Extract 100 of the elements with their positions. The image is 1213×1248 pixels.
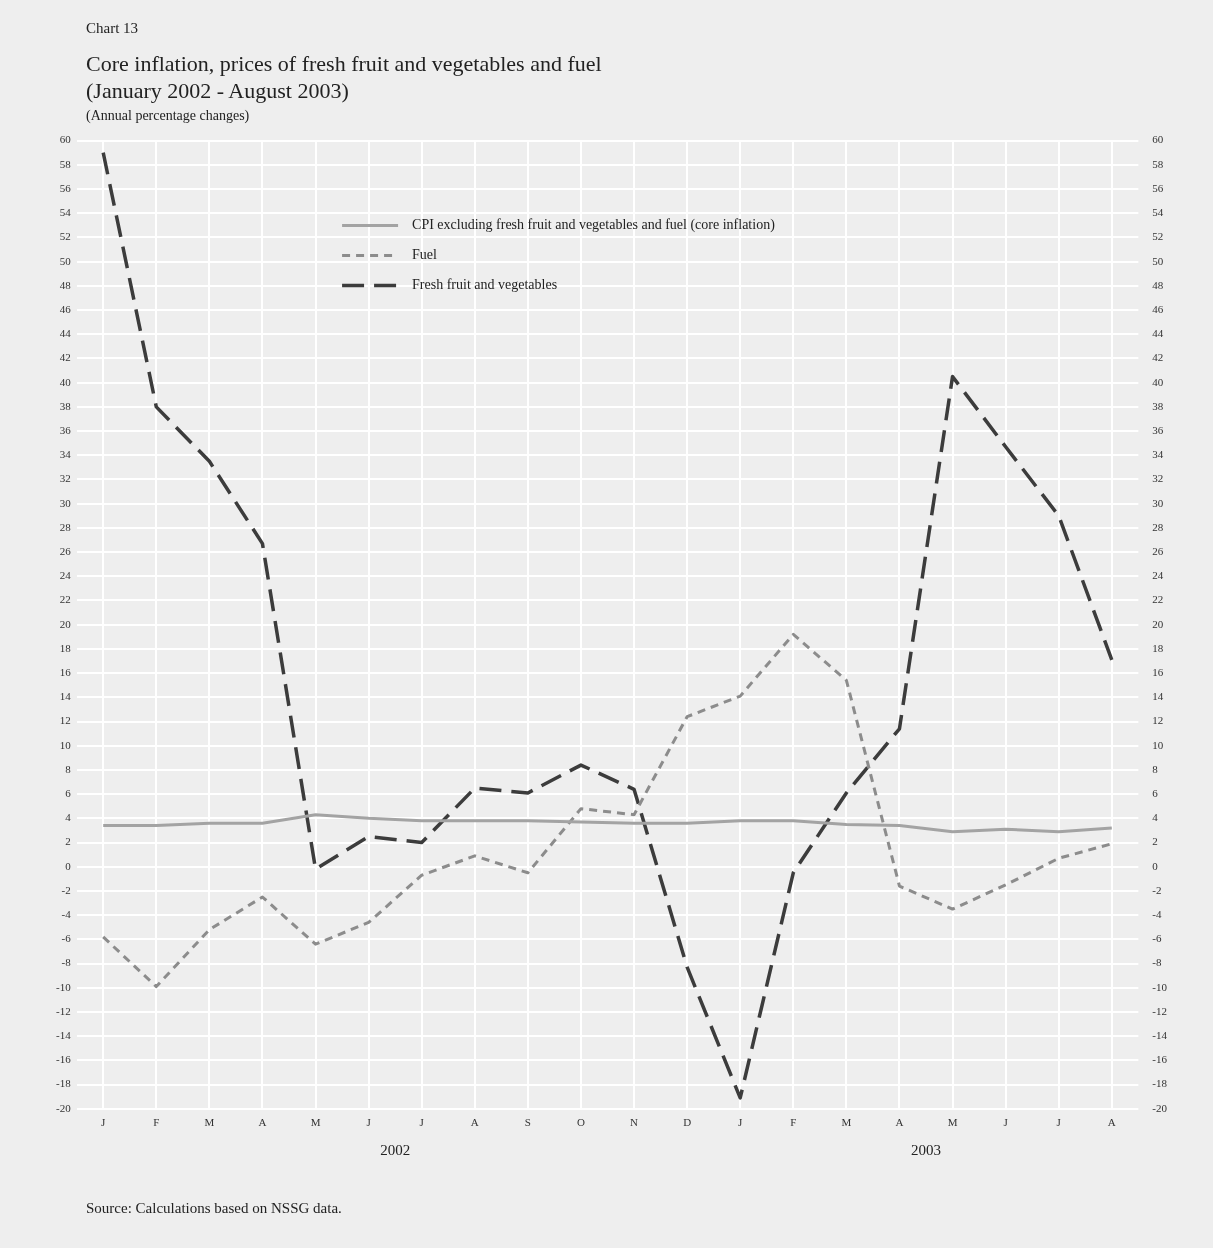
y2-tick-label: 16 — [1152, 666, 1164, 678]
x-tick-label: J — [738, 1116, 744, 1129]
y2-tick-label: 52 — [1152, 230, 1164, 243]
y2-tick-label: 0 — [1152, 859, 1159, 872]
x-tick-label: J — [419, 1116, 425, 1129]
x-tick-label: O — [576, 1116, 585, 1129]
y2-tick-label: 38 — [1152, 399, 1164, 412]
y-tick-label: 50 — [59, 254, 72, 267]
y-tick-label: 34 — [59, 448, 72, 461]
legend-label: CPI excluding fresh fruit and vegetables and fuel (core inflation) — [412, 217, 776, 234]
y-tick-label: 52 — [59, 230, 71, 243]
x-tick-label: M — [204, 1116, 215, 1129]
y-tick-label: -10 — [55, 980, 72, 993]
y-tick-label: 18 — [59, 641, 72, 654]
y2-tick-label: 42 — [1152, 351, 1164, 364]
legend-label: Fresh fruit and vegetables — [412, 277, 558, 293]
y-tick-label: -16 — [55, 1053, 72, 1066]
y2-tick-label: -14 — [1152, 1029, 1168, 1042]
y2-tick-label: -6 — [1152, 932, 1162, 945]
y-tick-label: -8 — [61, 956, 72, 969]
x-tick-label: N — [630, 1116, 639, 1129]
x-tick-label: J — [1003, 1116, 1009, 1129]
y2-tick-label: 14 — [1152, 690, 1164, 703]
y-tick-label: 24 — [59, 569, 72, 582]
y2-tick-label: 28 — [1152, 520, 1164, 533]
y2-tick-label: -18 — [1152, 1077, 1168, 1090]
chart-title: Core inflation, prices of fresh fruit and vegetables and fuel (January 2002 - August 2003) — [86, 50, 602, 104]
chart-subtitle: (Annual percentage changes) — [86, 108, 250, 124]
y2-tick-label: -10 — [1152, 980, 1168, 993]
y-tick-label: 22 — [59, 593, 71, 606]
x-tick-label: F — [790, 1116, 797, 1129]
y-tick-label: 44 — [59, 327, 72, 340]
y2-tick-label: 50 — [1152, 254, 1164, 267]
y-tick-label: 16 — [59, 666, 72, 678]
line-series — [101, 150, 1114, 1100]
y-tick-label: -18 — [55, 1077, 72, 1090]
y2-tick-label: 10 — [1152, 738, 1164, 751]
y-tick-label: 30 — [59, 496, 72, 509]
y-tick-label: 28 — [59, 520, 72, 533]
y2-tick-label: 18 — [1152, 641, 1164, 654]
y-tick-label: 14 — [59, 690, 72, 703]
x-tick-label: A — [470, 1116, 479, 1129]
y-tick-label: 0 — [65, 859, 72, 872]
y-tick-label: 20 — [59, 617, 72, 630]
y-tick-label: 36 — [59, 423, 72, 436]
y2-tick-label: -4 — [1152, 908, 1162, 921]
x-tick-label: S — [524, 1116, 531, 1129]
y-tick-label: 8 — [65, 762, 72, 775]
y2-tick-label: 36 — [1152, 423, 1164, 436]
x-tick-label: M — [947, 1116, 958, 1129]
y-tick-label: 4 — [65, 811, 72, 824]
y-tick-label: 6 — [65, 787, 72, 800]
y2-tick-label: 8 — [1152, 762, 1159, 775]
y2-tick-label: 4 — [1152, 811, 1159, 824]
source-note: Source: Calculations based on NSSG data. — [86, 1200, 342, 1217]
y2-tick-label: 32 — [1152, 472, 1164, 485]
y-tick-label: -6 — [61, 932, 72, 945]
y2-tick-label: -2 — [1152, 883, 1162, 896]
legend-label: Fuel — [412, 247, 438, 263]
y-tick-label: 54 — [59, 206, 72, 219]
y2-tick-label: 48 — [1152, 278, 1164, 291]
y-tick-label: 10 — [59, 738, 72, 751]
y2-tick-label: 40 — [1152, 375, 1164, 388]
y2-tick-label: 22 — [1152, 593, 1164, 606]
x-tick-label: M — [310, 1116, 321, 1129]
x-tick-label: J — [101, 1116, 107, 1129]
y-tick-label: 46 — [59, 302, 72, 315]
y2-tick-label: 46 — [1152, 302, 1164, 315]
text: 2002 — [380, 1142, 411, 1159]
x-tick-label: A — [258, 1116, 267, 1129]
y-tick-label: -20 — [55, 1101, 72, 1114]
y2-tick-label: -8 — [1152, 956, 1162, 969]
y-tick-label: 40 — [59, 375, 72, 388]
y2-tick-label: -12 — [1152, 1004, 1168, 1017]
y-tick-label: 12 — [59, 714, 71, 727]
y2-tick-label: 20 — [1152, 617, 1164, 630]
y2-tick-label: 44 — [1152, 327, 1164, 340]
y2-tick-label: -16 — [1152, 1053, 1168, 1066]
text: 2003 — [911, 1142, 941, 1159]
y-tick-label: -12 — [55, 1004, 71, 1017]
y-tick-label: 38 — [59, 399, 72, 412]
y2-tick-label: 34 — [1152, 448, 1164, 461]
y-tick-label: 56 — [59, 181, 72, 194]
x-tick-label: A — [895, 1116, 904, 1129]
x-tick-label: J — [1056, 1116, 1062, 1129]
x-tick-label: F — [153, 1116, 160, 1129]
y2-tick-label: 12 — [1152, 714, 1164, 727]
y2-tick-label: 2 — [1152, 835, 1158, 848]
y-tick-label: 2 — [65, 835, 71, 848]
y-tick-label: -14 — [55, 1029, 72, 1042]
y-tick-label: 58 — [59, 157, 72, 170]
y2-tick-label: 26 — [1152, 544, 1164, 557]
x-tick-label: M — [841, 1116, 852, 1129]
y2-tick-label: 58 — [1152, 157, 1164, 170]
x-tick-label: D — [683, 1116, 692, 1129]
y-tick-label: -2 — [61, 883, 71, 896]
y-tick-label: -4 — [61, 908, 72, 921]
y2-tick-label: 30 — [1152, 496, 1164, 509]
x-tick-label: A — [1107, 1116, 1116, 1129]
y-tick-label: 60 — [59, 133, 72, 146]
